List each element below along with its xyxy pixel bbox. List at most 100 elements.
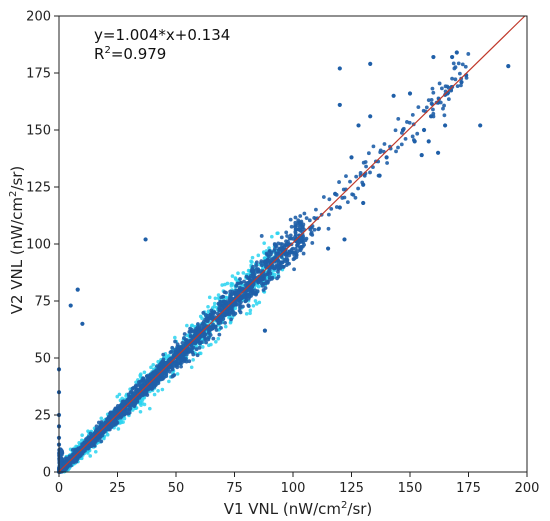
data-point	[250, 267, 255, 271]
data-point	[191, 358, 195, 362]
data-point	[407, 91, 413, 96]
data-point	[362, 173, 367, 178]
data-point	[431, 54, 436, 60]
data-point	[122, 416, 127, 421]
data-point	[351, 192, 356, 197]
data-point	[107, 425, 112, 430]
y-tick-label: 200	[26, 10, 51, 25]
data-point	[178, 353, 183, 358]
data-point	[419, 152, 424, 158]
data-point	[412, 139, 417, 144]
data-point	[140, 401, 144, 405]
data-point	[173, 339, 177, 344]
data-point	[251, 303, 256, 308]
data-point	[144, 390, 148, 395]
data-point	[259, 261, 263, 265]
data-point	[366, 151, 371, 156]
data-point	[212, 301, 217, 306]
x-tick-label: 50	[168, 481, 185, 496]
data-point	[460, 62, 465, 67]
data-point	[421, 108, 426, 113]
data-point	[140, 384, 145, 389]
data-point	[340, 196, 345, 200]
data-point	[260, 283, 265, 288]
data-point	[321, 195, 326, 199]
data-point	[426, 139, 431, 144]
data-point	[127, 410, 132, 415]
data-point	[206, 337, 211, 342]
data-point	[262, 328, 268, 333]
data-point	[292, 267, 296, 272]
data-point	[230, 274, 235, 278]
data-point	[295, 243, 300, 248]
data-point	[431, 90, 436, 95]
data-point	[244, 298, 248, 303]
data-point	[299, 235, 304, 240]
data-point	[371, 144, 376, 149]
data-point	[262, 259, 267, 264]
data-point	[354, 174, 359, 179]
x-tick-label: 175	[456, 481, 481, 496]
data-point	[164, 354, 168, 359]
data-point	[183, 349, 188, 354]
data-point	[185, 339, 190, 344]
data-point	[298, 227, 303, 232]
data-point	[242, 294, 247, 299]
data-point	[229, 296, 234, 301]
data-point	[342, 237, 347, 242]
data-point	[378, 150, 383, 155]
data-point	[327, 197, 332, 202]
data-point	[234, 277, 238, 281]
data-point	[199, 323, 204, 328]
data-point	[247, 279, 252, 284]
data-point	[125, 399, 129, 404]
data-point	[254, 263, 259, 268]
data-point	[267, 275, 272, 280]
data-point	[204, 318, 209, 323]
data-point	[302, 211, 307, 216]
data-point	[281, 264, 286, 269]
data-point	[428, 114, 434, 119]
data-point	[288, 233, 293, 238]
data-point	[110, 410, 114, 415]
data-point	[424, 105, 429, 110]
data-point	[247, 276, 252, 281]
data-point	[396, 145, 400, 150]
data-point	[155, 364, 159, 369]
data-point	[211, 336, 216, 341]
data-point	[259, 234, 264, 238]
data-point	[209, 312, 213, 317]
data-point	[431, 107, 435, 112]
data-point	[407, 120, 412, 125]
data-point	[80, 321, 85, 326]
data-point	[396, 116, 401, 121]
data-point	[377, 173, 382, 178]
data-point	[304, 216, 309, 220]
data-point	[208, 333, 213, 337]
data-point	[337, 205, 342, 210]
data-point	[285, 234, 289, 238]
data-point	[116, 427, 121, 431]
data-point	[506, 64, 511, 69]
data-point	[261, 250, 266, 254]
data-point	[250, 255, 255, 260]
x-tick-label: 75	[226, 481, 243, 496]
data-point	[298, 214, 303, 218]
data-point	[241, 271, 246, 275]
data-point	[121, 420, 125, 424]
data-point	[216, 336, 221, 341]
data-point	[207, 343, 211, 348]
x-axis-title: V1 VNL (nW/cm2/sr)	[224, 500, 373, 518]
data-point	[219, 295, 224, 300]
data-point	[253, 291, 258, 295]
data-point	[294, 255, 299, 260]
data-point	[263, 286, 268, 290]
data-point	[435, 150, 441, 155]
data-point	[279, 255, 284, 259]
data-point	[312, 215, 317, 220]
data-point	[234, 284, 239, 288]
data-point	[345, 200, 350, 205]
data-point	[253, 299, 258, 303]
data-point	[207, 295, 212, 300]
data-point	[263, 256, 267, 260]
